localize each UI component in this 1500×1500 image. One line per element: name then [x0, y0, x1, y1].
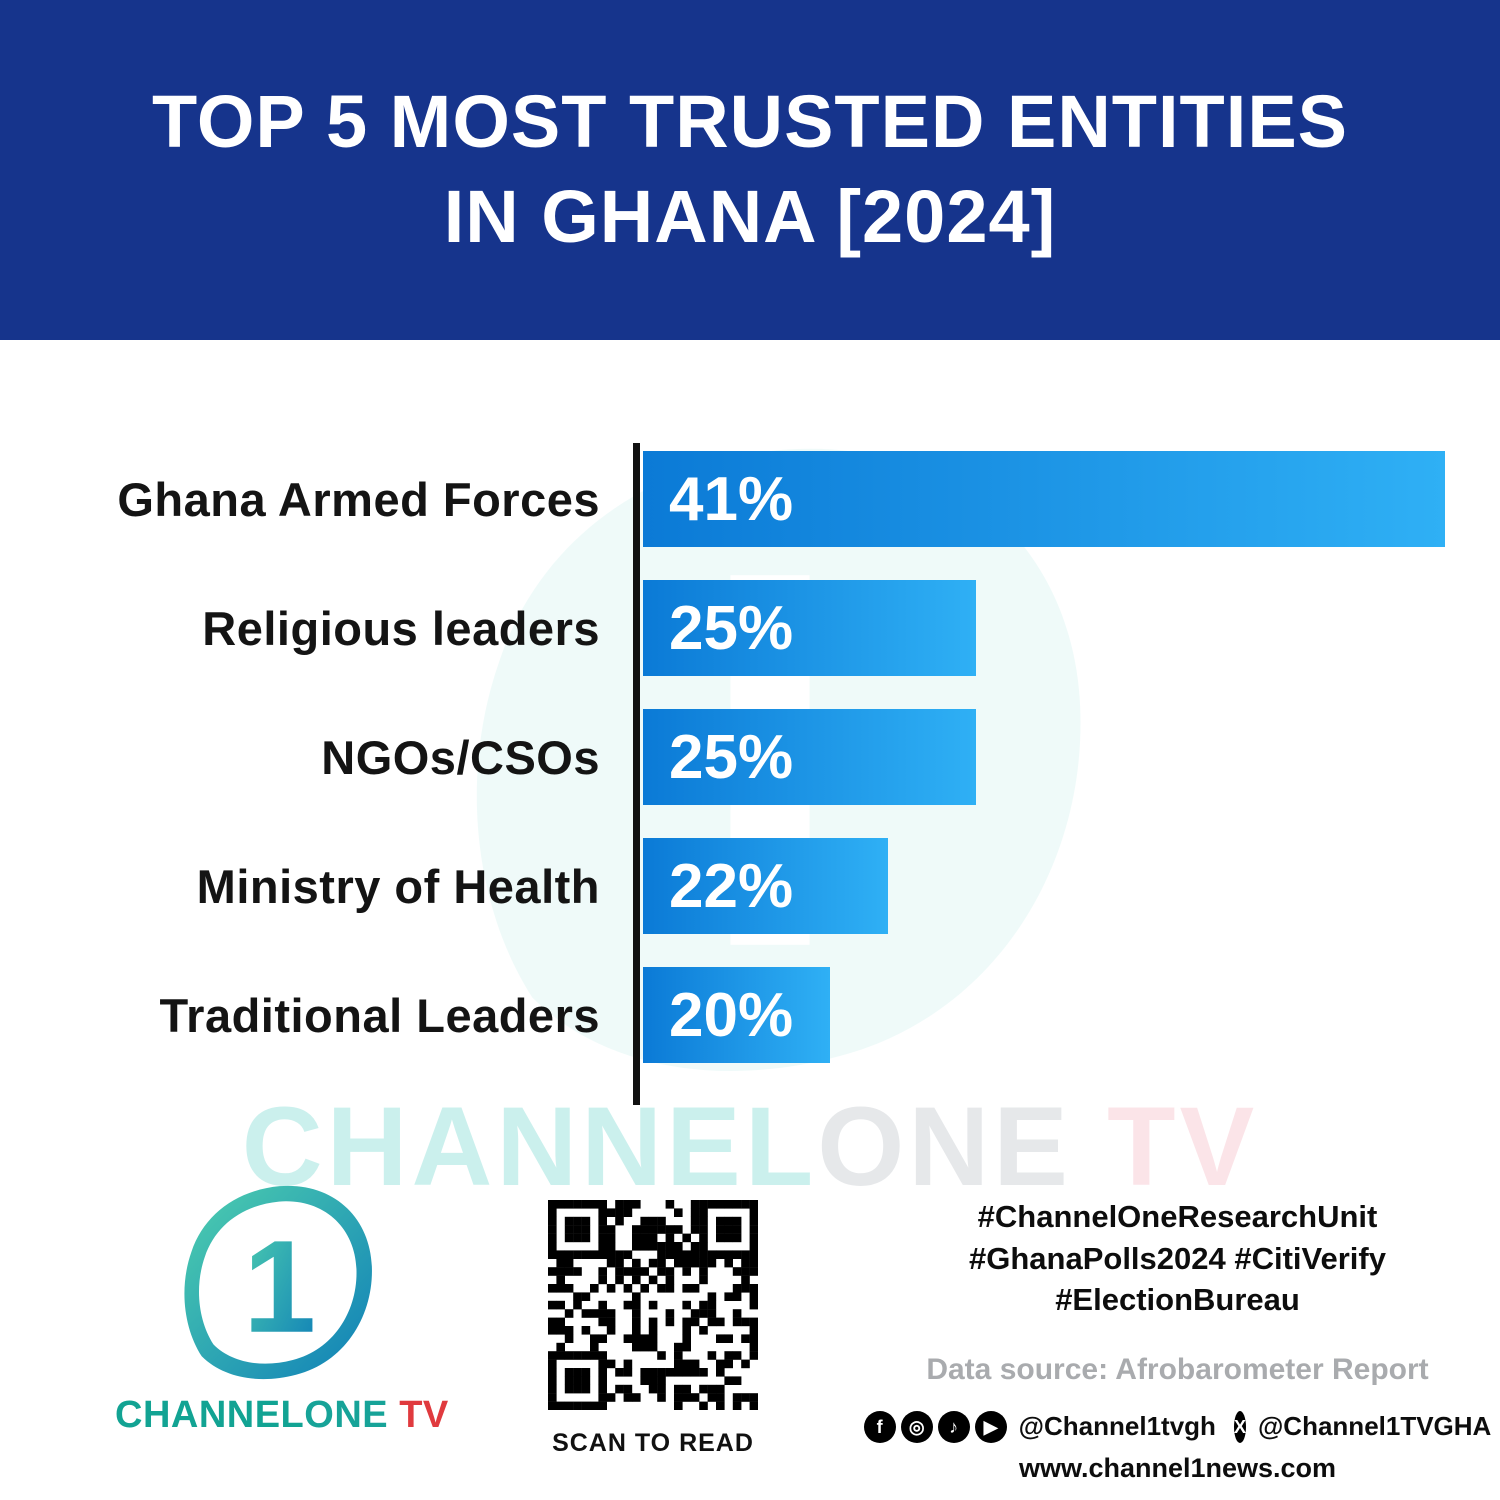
value-label: 22% [669, 851, 794, 921]
chart-row: Traditional Leaders 20% [0, 967, 1500, 1063]
bar: 22% [643, 838, 888, 934]
brand-one: ONE [304, 1394, 389, 1436]
title-line-1: TOP 5 MOST TRUSTED ENTITIES [151, 80, 1349, 164]
value-label: 25% [669, 593, 794, 663]
watermark-part-3: TV [1072, 1084, 1259, 1209]
hashtags-line-2: #GhanaPolls2024 #CitiVerify [969, 1240, 1386, 1276]
tiktok-icon: ♪ [937, 1410, 970, 1443]
bar: 41% [643, 451, 1445, 547]
title-line-2: IN GHANA [2024] [443, 175, 1057, 258]
category-label: Traditional Leaders [159, 988, 600, 1042]
youtube-icon: ▶ [974, 1410, 1007, 1443]
bar: 25% [643, 709, 976, 805]
chart-row: Ministry of Health 22% [0, 838, 1500, 934]
value-label: 41% [669, 464, 794, 534]
handle-x: @Channel1TVGHA [1257, 1411, 1492, 1442]
brand-tv: TV [388, 1394, 449, 1436]
social-icon-cluster: f ◎ ♪ ▶ [863, 1410, 1007, 1443]
instagram-icon: ◎ [900, 1410, 933, 1443]
watermark-part-1: CHANNEL [241, 1084, 818, 1209]
watermark-part-2: ONE [817, 1084, 1072, 1209]
value-label: 20% [669, 980, 794, 1050]
qr-label: SCAN TO READ [552, 1429, 754, 1457]
logo-digit: 1 [243, 1213, 316, 1360]
category-label: NGOs/CSOs [321, 730, 600, 784]
channel-one-logo-icon: 1 [183, 1185, 372, 1380]
hashtags-line-3: #ElectionBureau [1055, 1282, 1300, 1318]
brand-channel: CHANNEL [115, 1394, 305, 1436]
hashtags-line-1: #ChannelOneResearchUnit [977, 1199, 1378, 1234]
qr-block: SCAN TO READ [543, 1200, 763, 1458]
handle-primary: @Channel1tvgh [1018, 1411, 1216, 1442]
brand-wordmark: CHANNELONE TV [115, 1394, 448, 1437]
brand-watermark: CHANNELONE TV [0, 1082, 1500, 1211]
chart-axis-line [633, 443, 640, 1105]
value-label: 25% [669, 722, 794, 792]
qr-code [548, 1200, 759, 1411]
bar-chart: Ghana Armed Forces 41% Religious leaders… [0, 451, 1500, 1063]
x-twitter-icon: X [1233, 1410, 1246, 1443]
social-row: f ◎ ♪ ▶ @Channel1tvgh X @Channel1TVGHA [863, 1410, 1491, 1443]
chart-row: Religious leaders 25% [0, 580, 1500, 676]
bar: 20% [643, 967, 830, 1063]
data-source-text: Data source: Afrobarometer Report [926, 1352, 1429, 1386]
footer-info-block: #ChannelOneResearchUnit #GhanaPolls2024 … [863, 1196, 1491, 1484]
category-label: Ghana Armed Forces [117, 472, 600, 526]
header-band: TOP 5 MOST TRUSTED ENTITIES IN GHANA [20… [0, 0, 1500, 340]
channel-one-logo-block: 1 CHANNELONE TV [115, 1180, 448, 1437]
bar: 25% [643, 580, 976, 676]
category-label: Ministry of Health [196, 859, 600, 913]
facebook-icon: f [863, 1410, 896, 1443]
chart-row: NGOs/CSOs 25% [0, 709, 1500, 805]
category-label: Religious leaders [202, 601, 600, 655]
chart-row: Ghana Armed Forces 41% [0, 451, 1500, 547]
page-title: TOP 5 MOST TRUSTED ENTITIES IN GHANA [20… [152, 75, 1348, 264]
hashtags: #ChannelOneResearchUnit #GhanaPolls2024 … [885, 1196, 1470, 1321]
website-url: www.channel1news.com [1018, 1452, 1337, 1483]
